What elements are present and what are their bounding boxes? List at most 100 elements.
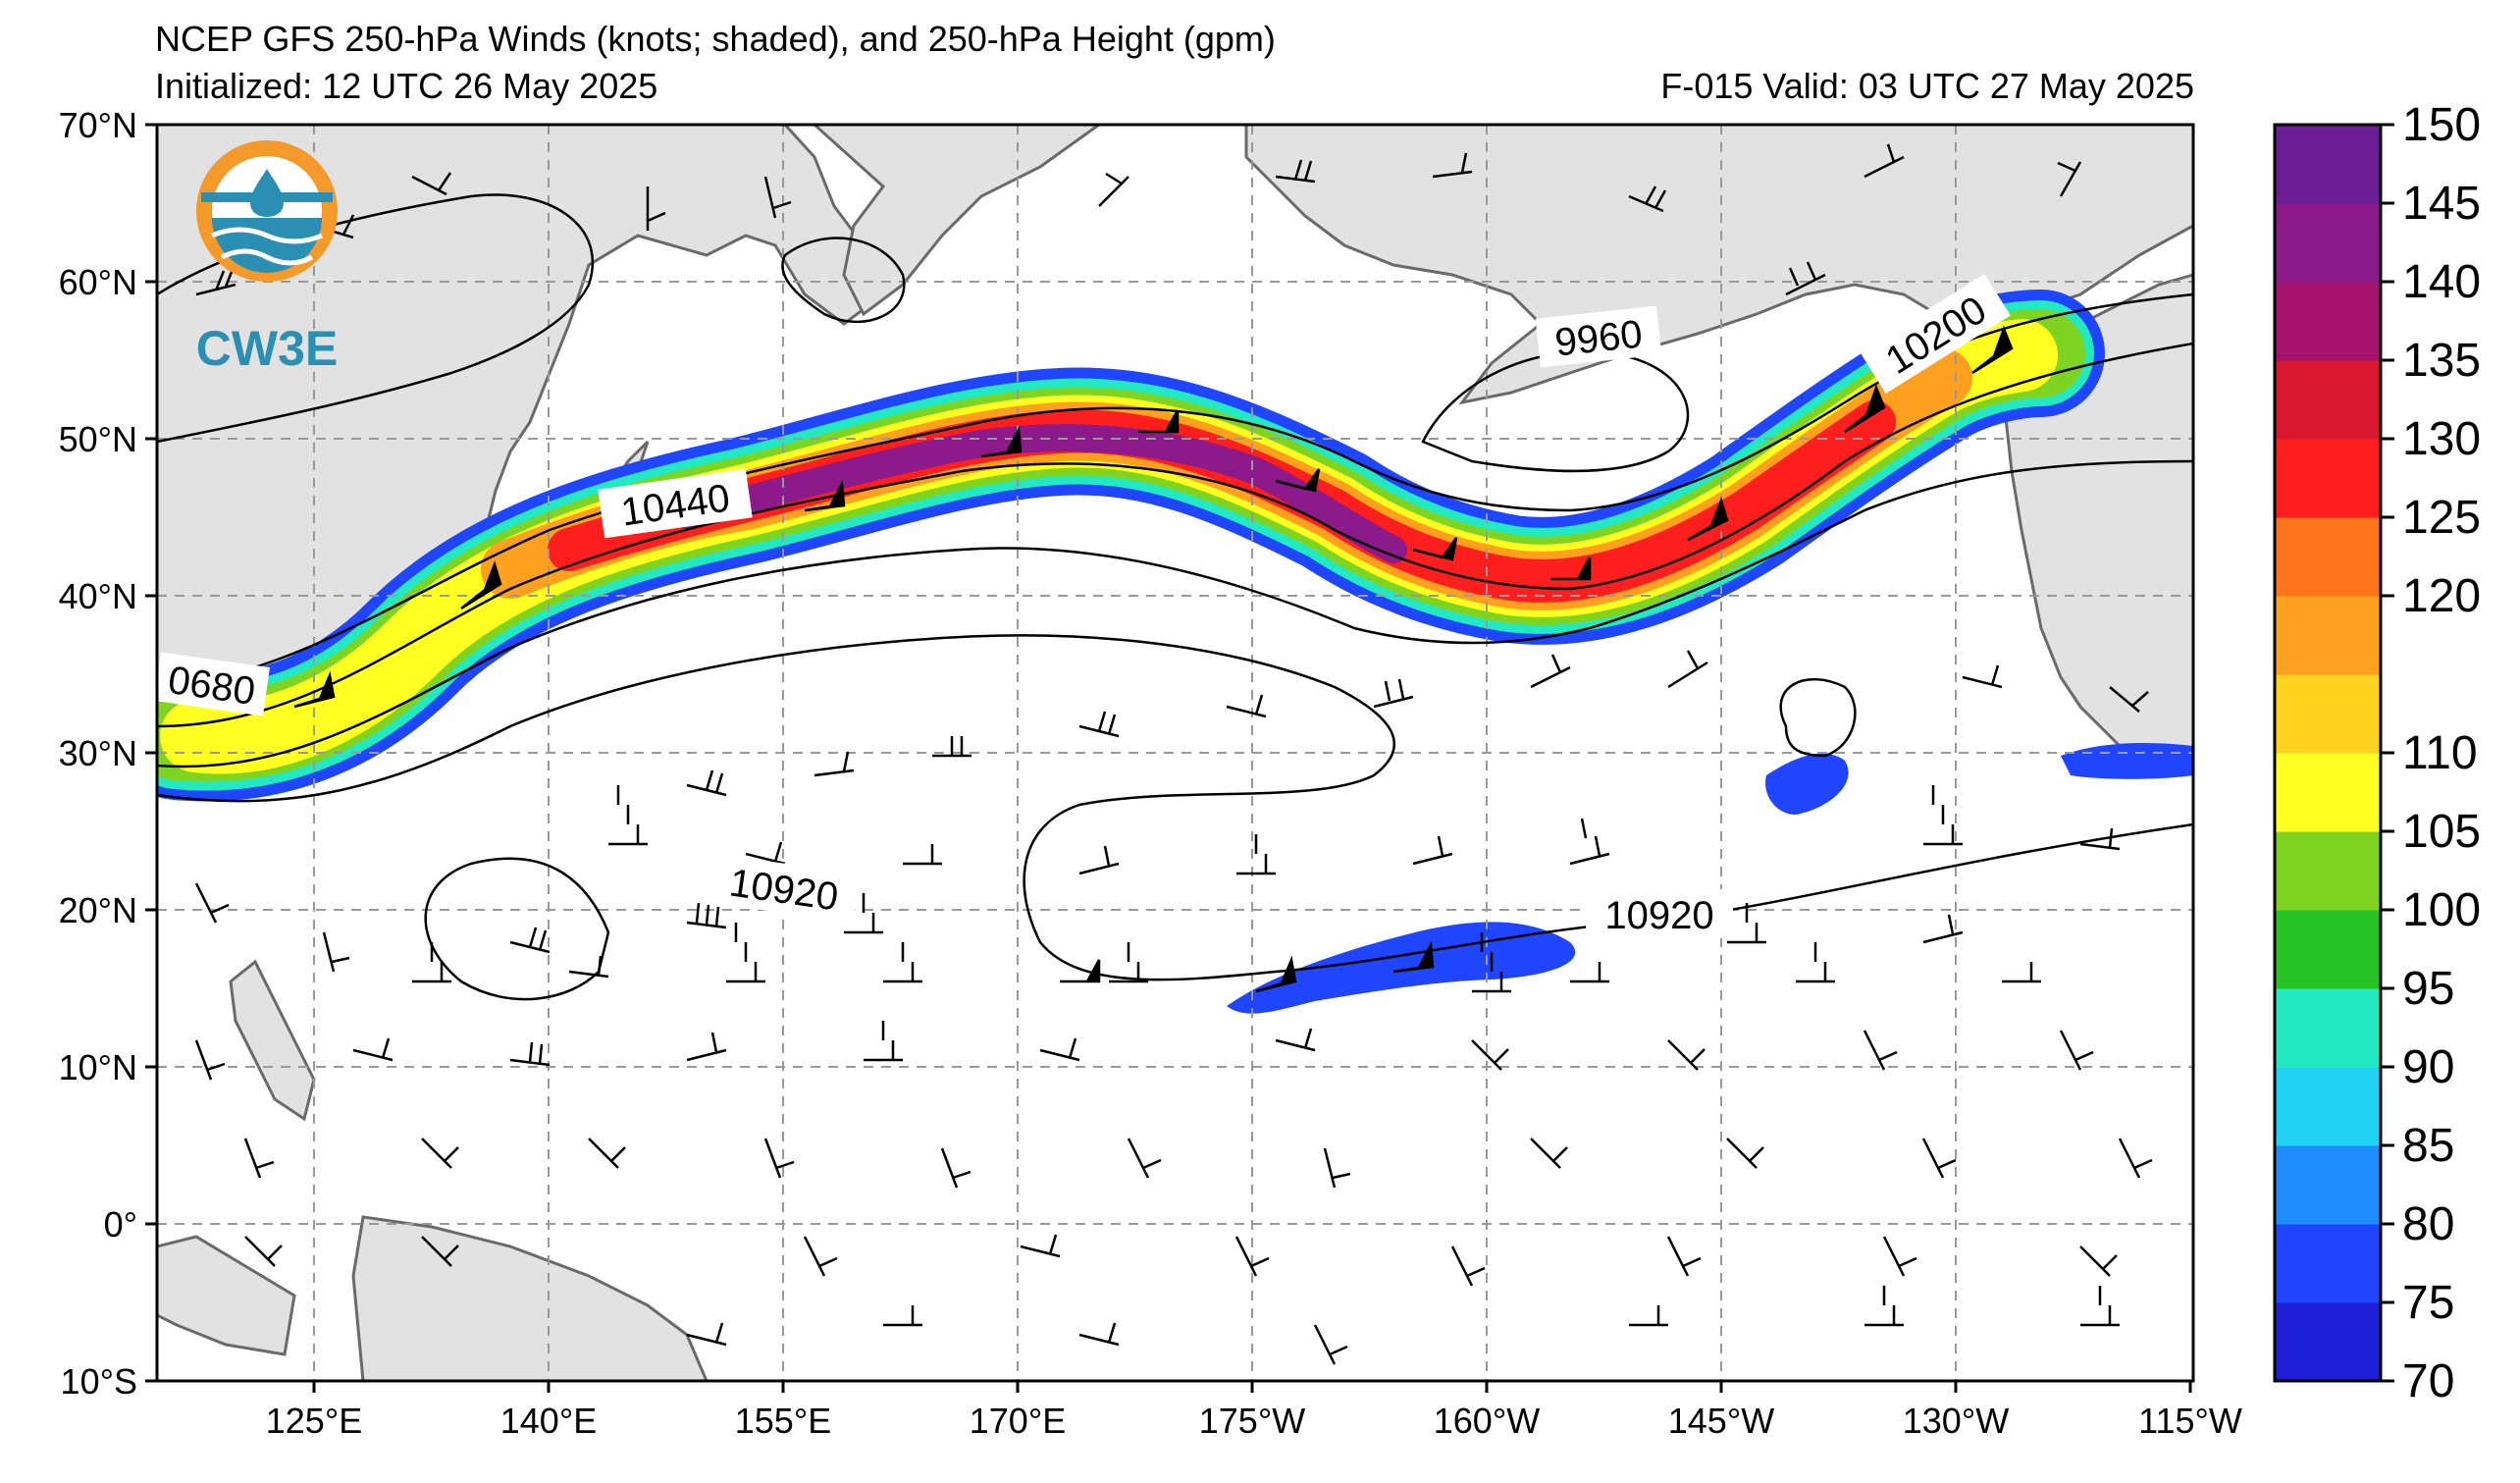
colorbar-label: 130 (2402, 413, 2481, 465)
wind-barb (568, 955, 609, 979)
wind-barb (1373, 678, 1414, 709)
wind-barb (2079, 1245, 2118, 1277)
wind-barb (1226, 694, 1267, 718)
wind-barb (588, 1138, 626, 1169)
wind-barb (1471, 1039, 1509, 1071)
colorbar: 70 75 80 85 90 95 100 105 110 120 125 130 135 140 145 1… (2273, 99, 2481, 1407)
lon-label: 125°E (266, 1401, 362, 1441)
wind-barb (932, 736, 971, 758)
wind-barb (864, 1021, 903, 1062)
wind-barb (1472, 932, 1511, 993)
wind-barb (1796, 942, 1835, 983)
colorbar-swatch (2275, 910, 2381, 989)
wind-barb (1727, 903, 1766, 944)
wind-barb (1078, 845, 1120, 875)
wind-barb (1078, 711, 1120, 738)
kamchatka-land (812, 125, 1102, 317)
wind-barb (686, 1032, 727, 1062)
colorbar-label: 135 (2402, 335, 2481, 387)
wind-barb (1687, 497, 1729, 542)
colorbar-swatch (2275, 1302, 2381, 1382)
wind-barb (980, 425, 1023, 458)
wind-barb (1666, 1236, 1702, 1277)
wind-barb (243, 1138, 275, 1179)
wind-barb (844, 893, 883, 934)
wind-barb (421, 1236, 459, 1267)
colorbar-label: 75 (2402, 1277, 2454, 1329)
wind-barb (1138, 409, 1180, 434)
wind-barb (940, 1147, 971, 1189)
colorbar-swatch (2275, 1067, 2381, 1146)
wind-barb (352, 1037, 394, 1062)
height-contour (1421, 350, 1690, 473)
contour-label: 9960 (1553, 312, 1645, 364)
contour-labels: 10440 0680 10920 10920 9960 10200 (157, 274, 2011, 938)
colorbar-swatch (2275, 203, 2381, 283)
lon-label: 145°W (1668, 1401, 1774, 1441)
colorbar-label: 100 (2402, 884, 2481, 936)
wind-barb (2080, 1286, 2120, 1327)
wind-barb (1275, 468, 1321, 493)
wind-barb (1098, 172, 1129, 207)
latitude-labels: 70°N 60°N 50°N 40°N 30°N 20°N 10°N 0° 10… (59, 105, 137, 1402)
wind-barb (1432, 152, 1473, 179)
wind-barb (509, 1041, 551, 1067)
wind-barb (1882, 1236, 1917, 1277)
wind-barb (194, 1039, 226, 1081)
wind-barb (412, 942, 451, 983)
wind-barb (1060, 959, 1101, 983)
height-contour (424, 857, 610, 1001)
land-masses (157, 125, 2193, 1381)
lon-label: 140°E (500, 1401, 597, 1441)
lon-label: 130°W (1903, 1401, 2009, 1441)
colorbar-label: 145 (2402, 178, 2481, 230)
wind-barb (1923, 785, 1963, 846)
wind-barb (1667, 1039, 1706, 1071)
colorbar-swatch (2275, 517, 2381, 597)
wind-barb (1412, 835, 1453, 866)
wind-barb (1236, 834, 1276, 875)
wind-barb (1667, 650, 1708, 689)
wind-barb (460, 560, 502, 610)
wind-barb (1570, 962, 1609, 983)
colorbar-label: 140 (2402, 256, 2481, 308)
valid-time: F-015 Valid: 03 UTC 27 May 2025 (1660, 66, 2194, 106)
wind-barb (1275, 159, 1316, 184)
wind-barb (1109, 942, 1148, 983)
colorbar-swatch (2275, 125, 2381, 204)
colorbar-label: 120 (2402, 570, 2481, 622)
wind-barb (883, 942, 922, 983)
wind-barb (1039, 1037, 1080, 1062)
wind-barb (293, 670, 336, 709)
wind-barb (1127, 1138, 1162, 1179)
wind-barb (1412, 537, 1458, 561)
lat-label: 30°N (59, 733, 137, 773)
wind-barb (322, 931, 350, 973)
droplet-icon (250, 169, 284, 217)
colorbar-swatch (2275, 360, 2381, 440)
wind-barb (1392, 940, 1435, 974)
wind-barb (686, 902, 727, 929)
wind-barb (763, 176, 792, 219)
wind-barb (1255, 955, 1297, 993)
wind-barb (1962, 664, 2003, 689)
wind-barb (1275, 1028, 1316, 1052)
colorbar-label: 95 (2402, 963, 2454, 1015)
philippines-land (229, 959, 316, 1122)
wind-barb (244, 1236, 283, 1267)
lat-label: 60°N (59, 262, 137, 302)
colorbar-label: 70 (2402, 1355, 2454, 1407)
wind-barb (1971, 325, 2014, 375)
lon-label: 115°W (2138, 1401, 2242, 1441)
wind-barb (194, 882, 230, 924)
height-contour (157, 459, 2193, 768)
wind-barb (1922, 914, 1964, 944)
wind-barb (745, 841, 786, 866)
longitude-labels: 125°E 140°E 155°E 170°E 175°W 160°W 145°… (266, 1401, 2242, 1441)
colorbar-label: 105 (2402, 806, 2481, 858)
wind-barb (1450, 1245, 1486, 1287)
wind-barb (2118, 1138, 2153, 1179)
lat-label: 10°N (59, 1047, 137, 1087)
colorbar-swatch (2275, 674, 2381, 754)
